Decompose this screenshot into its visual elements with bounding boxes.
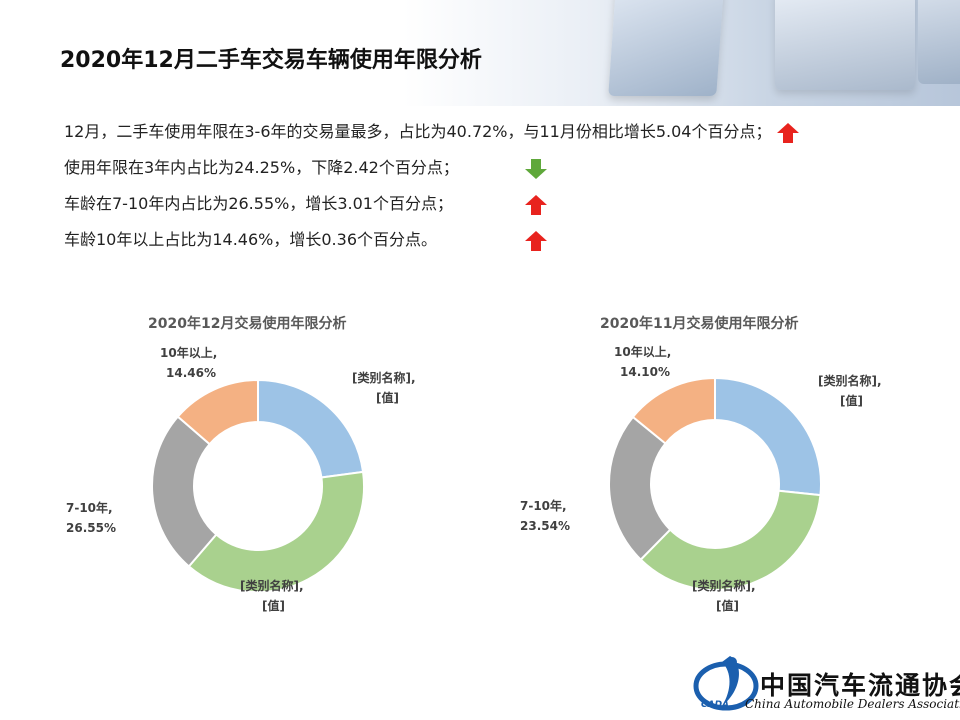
logo-abbr-text: CADA xyxy=(701,700,730,710)
page-title: 2020年12月二手车交易车辆使用年限分析 xyxy=(60,48,482,73)
up-arrow-icon xyxy=(525,195,547,215)
summary-item: 12月，二手车使用年限在3-6年的交易量最多，占比为40.72%，与11月份相比… xyxy=(64,118,944,154)
donut-slice-3 xyxy=(631,376,716,445)
logo-en-text: China Automobile Dealers Association xyxy=(745,697,960,711)
donut-chart-nov xyxy=(608,376,822,591)
chart-title-nov: 2020年11月交易使用年限分析 xyxy=(600,316,799,332)
summary-item: 车龄在7-10年内占比为26.55%，增长3.01个百分点； xyxy=(64,190,944,226)
donut-slice-0 xyxy=(257,378,365,479)
decorative-cube xyxy=(918,0,960,84)
donut-slice-0 xyxy=(714,376,822,497)
slice-label: [类别名称], [值] xyxy=(352,371,416,405)
slice-label: [类别名称], [值] xyxy=(692,579,756,613)
up-arrow-icon xyxy=(776,123,799,143)
up-arrow-icon xyxy=(525,231,547,251)
chart-title-dec: 2020年12月交易使用年限分析 xyxy=(148,316,347,332)
logo-cn-text: 中国汽车流通协会 xyxy=(760,671,960,700)
donut-slice-3 xyxy=(176,378,259,446)
slice-label: [类别名称], [值] xyxy=(818,374,882,408)
slice-label: [类别名称], [值] xyxy=(240,579,304,613)
summary-list: 12月，二手车使用年限在3-6年的交易量最多，占比为40.72%，与11月份相比… xyxy=(64,118,944,262)
decorative-cube xyxy=(608,0,724,96)
cada-logo-icon xyxy=(693,656,759,711)
slice-label: 7-10年, 26.55% xyxy=(66,501,116,535)
down-arrow-icon xyxy=(525,159,547,179)
summary-text: 车龄10年以上占比为14.46%，增长0.36个百分点。 xyxy=(64,230,437,249)
summary-item: 车龄10年以上占比为14.46%，增长0.36个百分点。 xyxy=(64,226,944,262)
slice-label: 10年以上, 14.46% xyxy=(160,346,218,380)
summary-item: 使用年限在3年内占比为24.25%，下降2.42个百分点； xyxy=(64,154,944,190)
donut-slice-1 xyxy=(187,470,365,593)
slice-label: 10年以上, 14.10% xyxy=(614,345,672,379)
summary-text: 使用年限在3年内占比为24.25%，下降2.42个百分点； xyxy=(64,158,459,177)
slice-label: 7-10年, 23.54% xyxy=(520,499,570,533)
summary-text: 12月，二手车使用年限在3-6年的交易量最多，占比为40.72%，与11月份相比… xyxy=(64,122,772,141)
donut-chart-dec xyxy=(151,378,365,593)
summary-text: 车龄在7-10年内占比为26.55%，增长3.01个百分点； xyxy=(64,194,453,213)
decorative-cube xyxy=(775,0,915,90)
header-banner xyxy=(0,0,960,106)
donut-slice-1 xyxy=(639,489,822,591)
